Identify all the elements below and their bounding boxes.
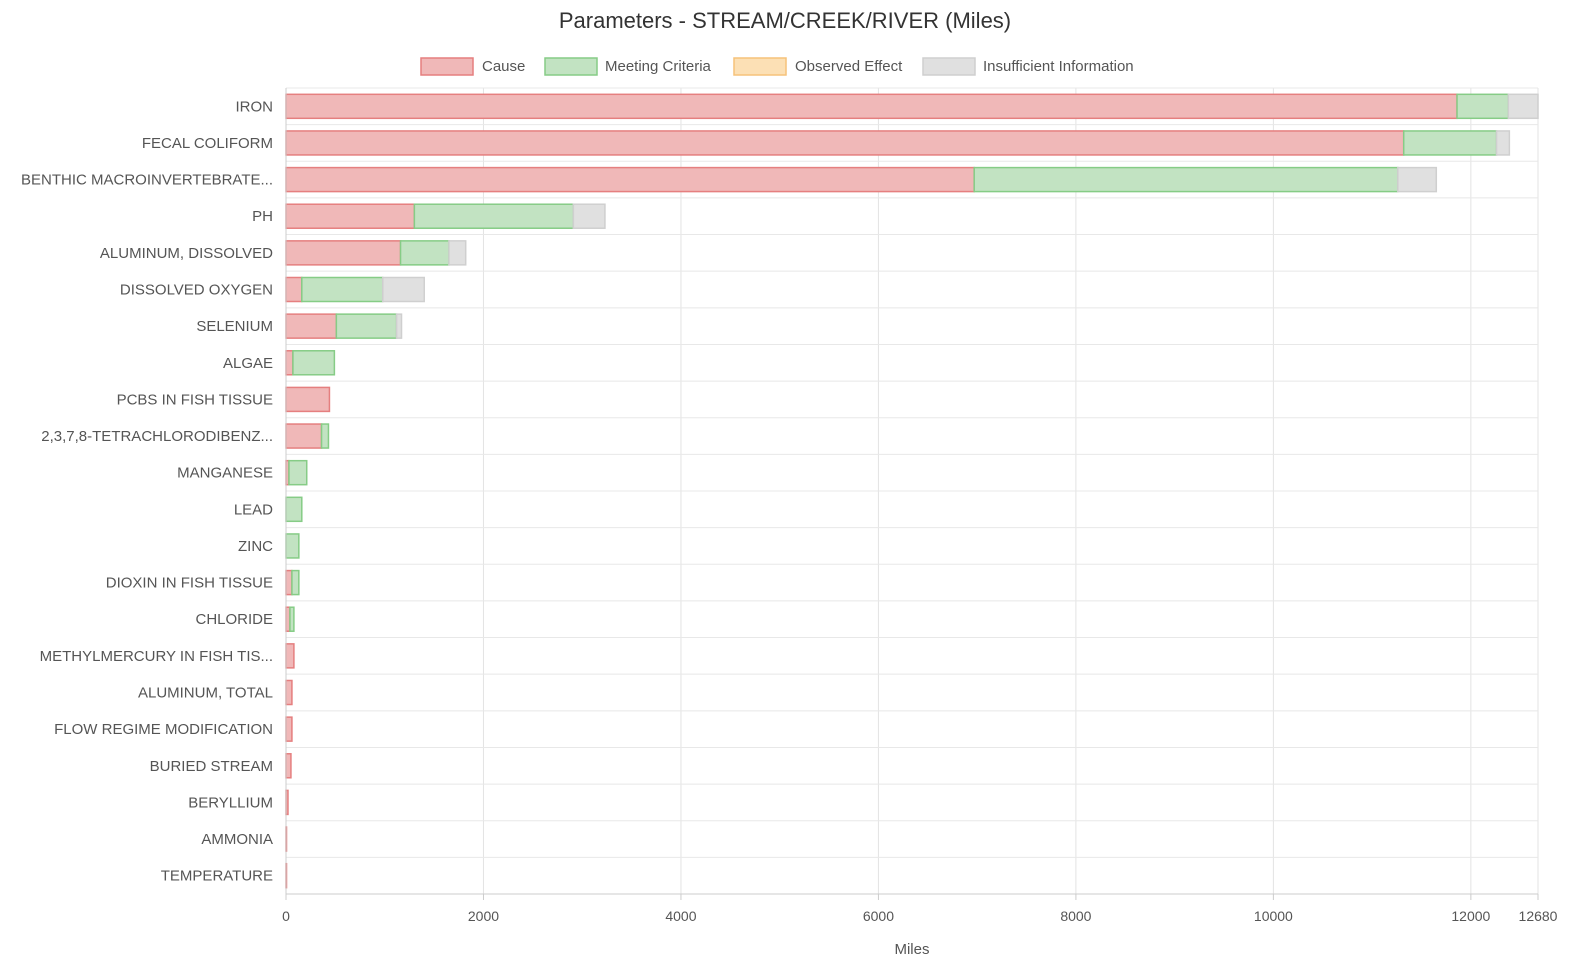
legend-swatch-insufficient-information[interactable] xyxy=(922,57,976,76)
category-label: AMMONIA xyxy=(201,831,273,848)
category-label: FECAL COLIFORM xyxy=(142,135,273,152)
x-tick-label: 12000 xyxy=(1451,908,1490,924)
bar-cause[interactable] xyxy=(285,313,338,339)
bar-cause[interactable] xyxy=(285,350,294,376)
bar-insufficient-information[interactable] xyxy=(1397,166,1438,193)
bar-cause[interactable] xyxy=(285,276,303,303)
category-label: MANGANESE xyxy=(177,465,273,482)
legend-label-meeting-criteria[interactable]: Meeting Criteria xyxy=(605,58,712,75)
legend-label-cause[interactable]: Cause xyxy=(482,58,525,75)
category-label: METHYLMERCURY IN FISH TIS... xyxy=(40,648,273,665)
bar-cause[interactable] xyxy=(285,716,293,742)
category-label: PH xyxy=(252,208,273,225)
category-label: BURIED STREAM xyxy=(150,758,273,775)
bar-insufficient-information[interactable] xyxy=(395,313,403,339)
bar-cause[interactable] xyxy=(285,753,292,779)
x-tick-label: 12680 xyxy=(1519,908,1558,924)
legend-swatch-observed-effect[interactable] xyxy=(733,57,787,76)
bar-meeting-criteria[interactable] xyxy=(285,496,303,523)
bar-cause[interactable] xyxy=(285,93,1458,120)
category-label: IRON xyxy=(236,98,274,115)
bar-meeting-criteria[interactable] xyxy=(301,276,384,303)
x-tick-label: 0 xyxy=(282,908,290,924)
chart-title: Parameters - STREAM/CREEK/RIVER (Miles) xyxy=(559,8,1011,33)
x-tick-label: 4000 xyxy=(665,908,696,924)
category-label: LEAD xyxy=(234,501,273,518)
category-label: TEMPERATURE xyxy=(161,868,273,885)
bar-meeting-criteria[interactable] xyxy=(289,606,295,632)
bar-meeting-criteria[interactable] xyxy=(399,240,450,266)
bar-meeting-criteria[interactable] xyxy=(973,166,1399,193)
bar-cause[interactable] xyxy=(285,203,416,229)
legend-label-observed-effect[interactable]: Observed Effect xyxy=(795,58,903,75)
bar-insufficient-information[interactable] xyxy=(572,203,606,229)
bar-cause[interactable] xyxy=(285,386,331,413)
legend-label-insufficient-information[interactable]: Insufficient Information xyxy=(983,58,1134,75)
category-label: ALUMINUM, TOTAL xyxy=(138,685,273,702)
bar-cause[interactable] xyxy=(285,643,295,669)
bar-meeting-criteria[interactable] xyxy=(1402,130,1498,156)
bar-insufficient-information[interactable] xyxy=(382,276,425,303)
bar-cause[interactable] xyxy=(285,130,1405,156)
bar-meeting-criteria[interactable] xyxy=(335,313,398,339)
category-label: DISSOLVED OXYGEN xyxy=(120,282,273,299)
x-tick-label: 6000 xyxy=(863,908,894,924)
x-tick-label: 10000 xyxy=(1254,908,1293,924)
bar-cause[interactable] xyxy=(285,423,323,449)
category-label: FLOW REGIME MODIFICATION xyxy=(54,721,273,738)
bar-cause[interactable] xyxy=(285,569,293,596)
bar-meeting-criteria[interactable] xyxy=(1456,93,1510,120)
category-label: BENTHIC MACROINVERTEBRATE... xyxy=(21,172,273,189)
category-label: BERYLLIUM xyxy=(188,794,273,811)
legend-swatch-meeting-criteria[interactable] xyxy=(544,57,598,76)
x-axis-ticks: 0 2000 4000 6000 8000 10000 12000 12680 xyxy=(282,894,1558,924)
bar-meeting-criteria[interactable] xyxy=(288,459,308,486)
bar-insufficient-information[interactable] xyxy=(1495,130,1511,156)
category-label: ZINC xyxy=(238,538,273,555)
bar-cause[interactable] xyxy=(285,166,975,193)
category-labels: IRON FECAL COLIFORM BENTHIC MACROINVERTEBR… xyxy=(21,98,273,884)
x-tick-label: 2000 xyxy=(468,908,499,924)
bar-meeting-criteria[interactable] xyxy=(413,203,575,229)
category-label: 2,3,7,8-TETRACHLORODIBENZ... xyxy=(41,428,273,445)
legend-swatch-cause[interactable] xyxy=(420,57,474,76)
bar-insufficient-information[interactable] xyxy=(448,240,467,266)
category-label: SELENIUM xyxy=(196,318,273,335)
category-label: CHLORIDE xyxy=(195,611,273,628)
bar-meeting-criteria[interactable] xyxy=(320,423,330,449)
category-label: PCBS IN FISH TISSUE xyxy=(117,391,273,408)
gridlines xyxy=(285,87,1539,895)
bar-cause[interactable] xyxy=(285,679,293,706)
bar-insufficient-information[interactable] xyxy=(1507,93,1539,120)
bar-meeting-criteria[interactable] xyxy=(292,350,336,376)
bar-meeting-criteria[interactable] xyxy=(291,569,300,596)
category-label: ALGAE xyxy=(223,355,273,372)
bar-meeting-criteria[interactable] xyxy=(285,533,300,559)
bars xyxy=(285,93,1539,889)
category-label: DIOXIN IN FISH TISSUE xyxy=(106,575,273,592)
legend[interactable]: Cause Meeting Criteria Observed Effect Insu… xyxy=(420,57,1134,76)
bar-cause[interactable] xyxy=(285,240,402,266)
x-axis-title: Miles xyxy=(894,941,929,958)
x-tick-label: 8000 xyxy=(1060,908,1091,924)
category-label: ALUMINUM, DISSOLVED xyxy=(100,245,273,262)
